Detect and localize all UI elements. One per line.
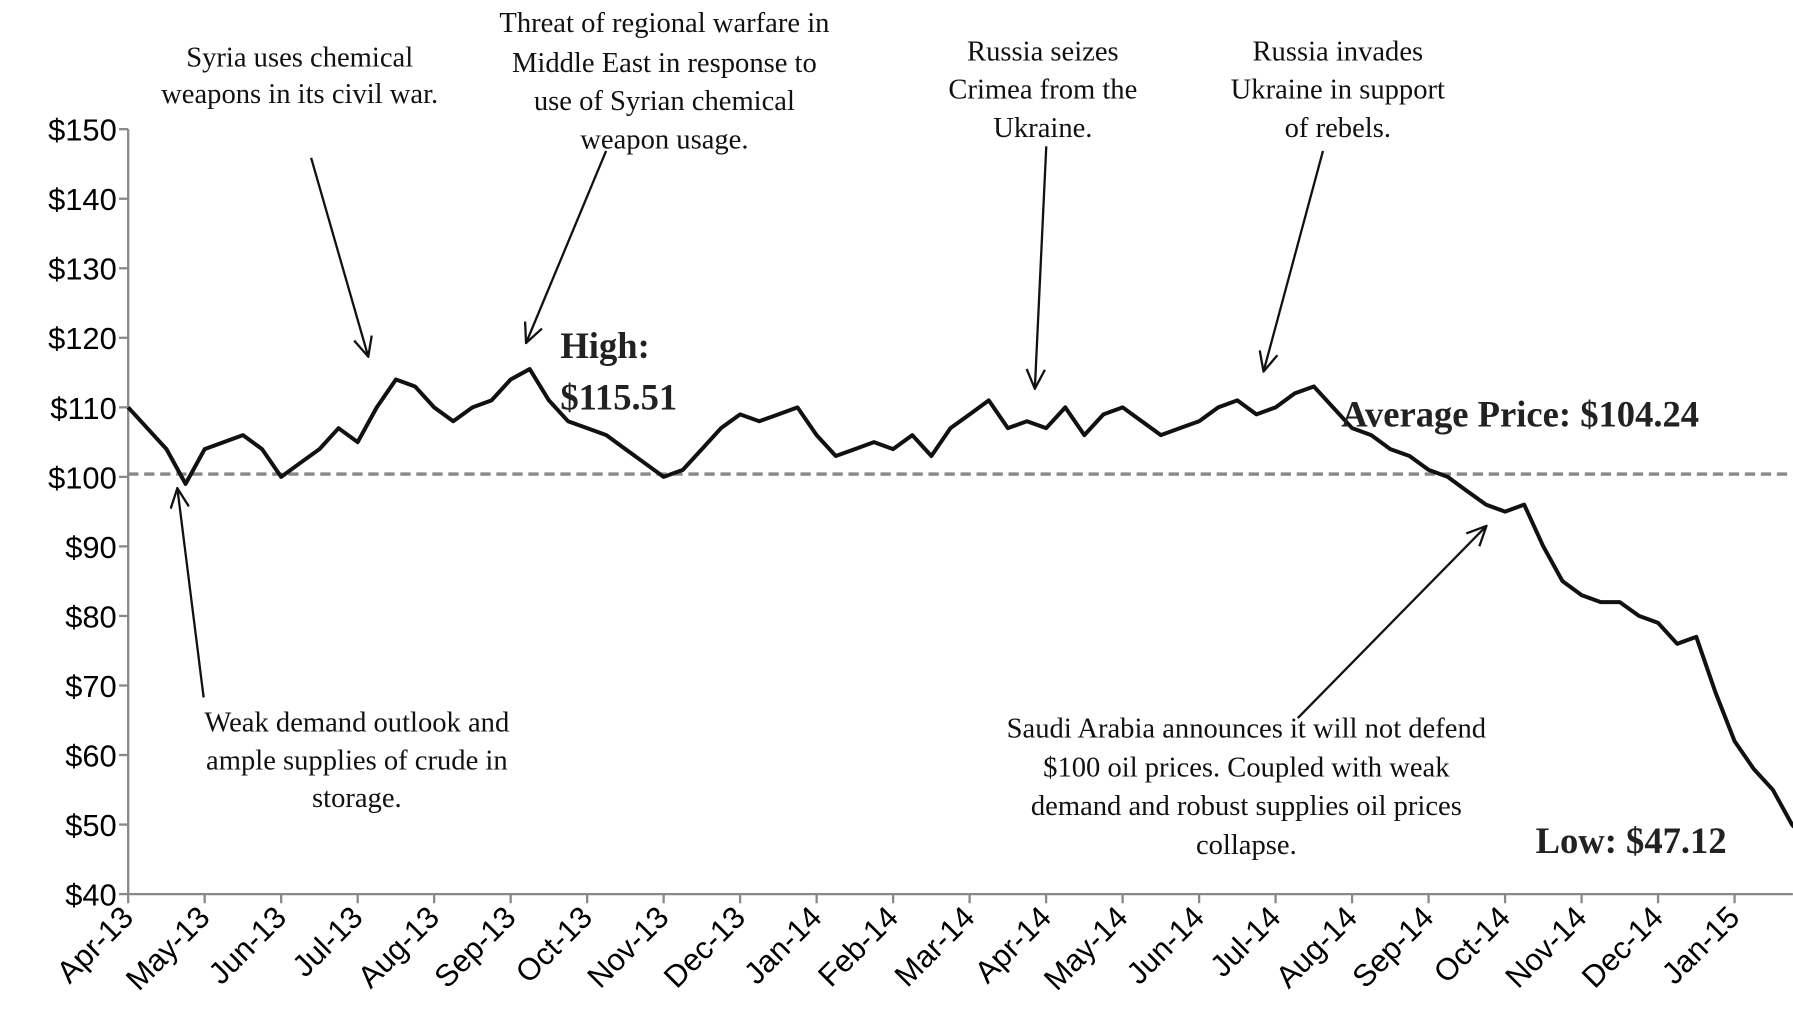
- x-tick-label: Sep-14: [1345, 899, 1440, 994]
- y-tick-label: $120: [48, 321, 117, 356]
- annotation: High:: [560, 325, 649, 366]
- annotation: ample supplies of crude in: [206, 745, 508, 776]
- x-tick-label: Aug-14: [1269, 899, 1364, 994]
- x-tick-label: Aug-13: [351, 899, 446, 994]
- annotation: Weak demand outlook and: [204, 708, 509, 739]
- annotation: Average Price: $104.24: [1341, 393, 1699, 434]
- y-tick-label: $140: [48, 182, 117, 217]
- annotation: Middle East in response to: [512, 48, 817, 79]
- annotation: $115.51: [560, 376, 677, 417]
- y-tick-label: $40: [65, 878, 117, 913]
- x-tick-label: Jun-13: [202, 899, 293, 990]
- annotation: Russia seizes: [967, 37, 1119, 68]
- annotation: $100 oil prices. Coupled with weak: [1043, 752, 1450, 783]
- y-tick-label: $50: [65, 808, 117, 843]
- y-tick-label: $70: [65, 669, 117, 704]
- x-tick-label: Nov-14: [1498, 899, 1593, 994]
- annotation-arrow: [1296, 526, 1487, 719]
- annotation: use of Syrian chemical: [534, 86, 795, 117]
- annotation: demand and robust supplies oil prices: [1031, 791, 1462, 822]
- price-line: [126, 367, 1793, 829]
- x-tick-label: May-13: [119, 899, 217, 997]
- y-tick-label: $110: [50, 391, 116, 426]
- annotation: collapse.: [1196, 830, 1297, 861]
- y-tick-label: $150: [48, 113, 117, 148]
- annotation: Syria uses chemical: [186, 42, 413, 73]
- x-tick-label: Jun-14: [1119, 899, 1210, 990]
- annotation-arrow: [1035, 146, 1048, 388]
- x-tick-label: Jan-15: [1655, 899, 1746, 990]
- y-tick-label: $60: [65, 738, 117, 773]
- annotation: of rebels.: [1285, 113, 1391, 144]
- annotation-arrow: [310, 157, 368, 357]
- y-tick-label: $130: [48, 252, 117, 287]
- annotation: Low: $47.12: [1536, 820, 1727, 861]
- annotation: Ukraine.: [993, 113, 1092, 144]
- annotation: Saudi Arabia announces it will not defen…: [1007, 713, 1486, 744]
- annotation-arrow: [1264, 150, 1325, 372]
- y-tick-label: $80: [65, 599, 117, 634]
- x-tick-label: Nov-13: [580, 899, 675, 994]
- x-tick-label: Dec-14: [1575, 899, 1670, 994]
- annotation: storage.: [312, 783, 402, 814]
- annotation: weapon usage.: [580, 125, 748, 156]
- x-tick-label: Feb-14: [811, 899, 905, 993]
- annotation: Ukraine in support: [1231, 74, 1445, 105]
- annotation-arrow: [177, 488, 205, 698]
- annotation: Crimea from the: [948, 74, 1137, 105]
- x-tick-label: May-14: [1037, 899, 1135, 997]
- annotation: Russia invades: [1252, 37, 1423, 68]
- x-tick-label: Dec-13: [657, 899, 752, 994]
- y-tick-label: $100: [48, 460, 117, 495]
- x-tick-label: Mar-14: [888, 899, 982, 993]
- annotation-arrow: [526, 150, 608, 343]
- x-tick-label: Jan-14: [737, 899, 828, 990]
- annotation: Threat of regional warfare in: [499, 8, 829, 39]
- y-tick-label: $90: [65, 530, 117, 565]
- annotation: weapons in its civil war.: [161, 79, 438, 110]
- x-tick-label: Sep-13: [427, 899, 522, 994]
